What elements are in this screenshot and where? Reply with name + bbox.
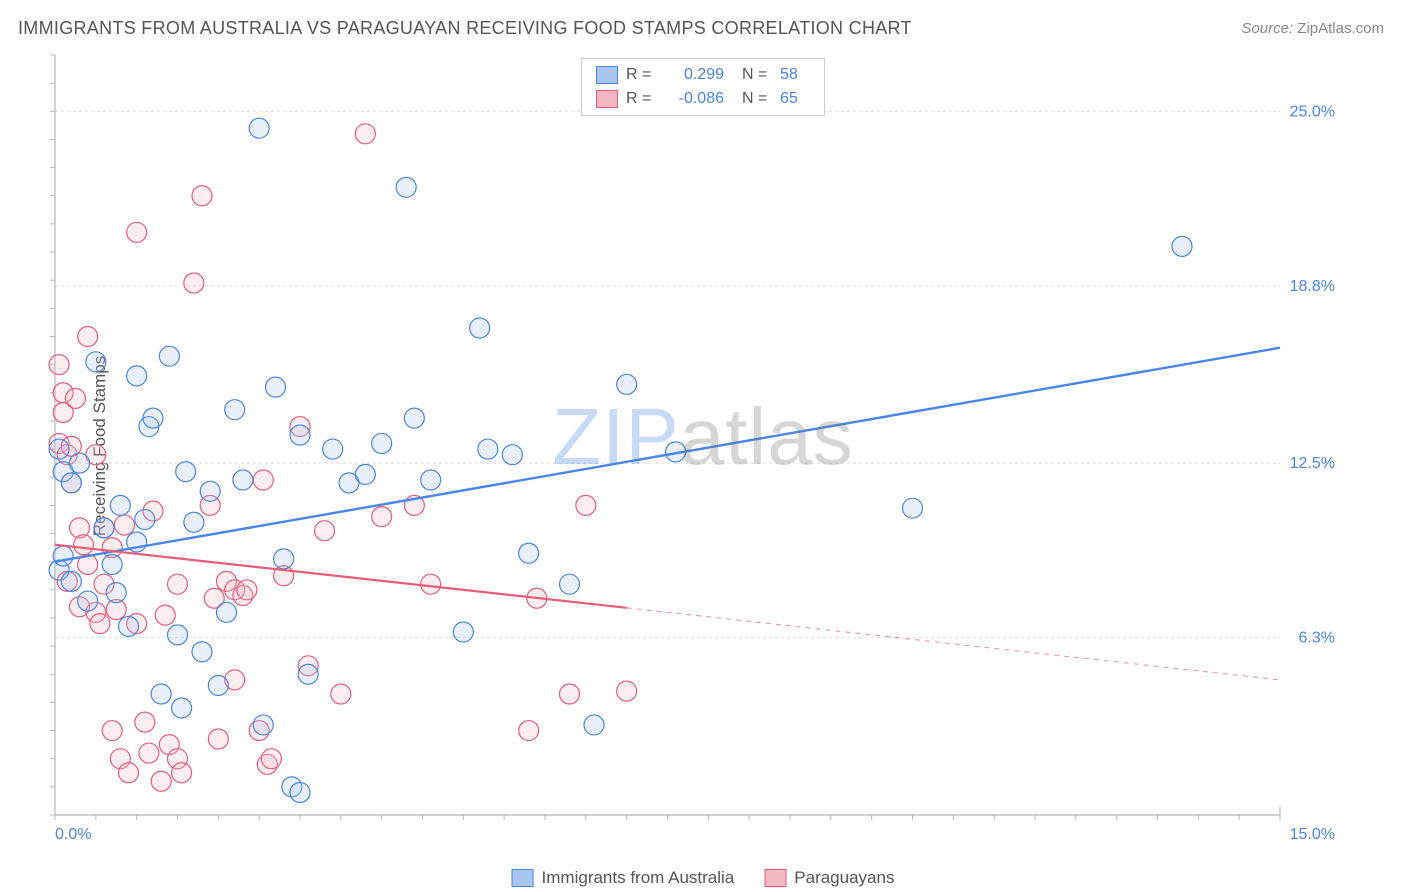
n-value-series-1: 65 (780, 90, 810, 108)
scatter-chart-svg: 6.3% 12.5% 18.8% 25.0% 0.0% 15.0% (55, 55, 1345, 845)
source-value: ZipAtlas.com (1297, 20, 1384, 37)
svg-text:6.3%: 6.3% (1299, 630, 1335, 647)
legend-swatch-series-1 (764, 869, 786, 887)
correlation-legend: R = 0.299 N = 58 R = -0.086 N = 65 (581, 58, 825, 116)
svg-text:12.5%: 12.5% (1290, 455, 1335, 472)
n-label: N = (742, 90, 772, 108)
legend-swatch-series-0 (512, 869, 534, 887)
legend-item-series-0: Immigrants from Australia (512, 868, 735, 888)
source-label: Source: (1241, 20, 1293, 37)
series-legend: Immigrants from Australia Paraguayans (512, 868, 895, 888)
r-value-series-0: 0.299 (664, 66, 724, 84)
legend-swatch-series-1 (596, 90, 618, 108)
n-value-series-0: 58 (780, 66, 810, 84)
svg-text:18.8%: 18.8% (1290, 278, 1335, 295)
r-value-series-1: -0.086 (664, 90, 724, 108)
legend-swatch-series-0 (596, 66, 618, 84)
source-attribution: Source: ZipAtlas.com (1241, 20, 1384, 37)
svg-text:15.0%: 15.0% (1290, 826, 1335, 843)
svg-text:0.0%: 0.0% (55, 826, 91, 843)
n-label: N = (742, 66, 772, 84)
svg-text:25.0%: 25.0% (1290, 103, 1335, 120)
chart-title: IMMIGRANTS FROM AUSTRALIA VS PARAGUAYAN … (18, 18, 912, 39)
legend-row-series-0: R = 0.299 N = 58 (596, 63, 810, 87)
r-label: R = (626, 90, 656, 108)
chart-plot-area: 6.3% 12.5% 18.8% 25.0% 0.0% 15.0% (55, 55, 1345, 845)
legend-row-series-1: R = -0.086 N = 65 (596, 87, 810, 111)
legend-label-series-0: Immigrants from Australia (542, 868, 735, 888)
r-label: R = (626, 66, 656, 84)
legend-label-series-1: Paraguayans (794, 868, 894, 888)
legend-item-series-1: Paraguayans (764, 868, 894, 888)
